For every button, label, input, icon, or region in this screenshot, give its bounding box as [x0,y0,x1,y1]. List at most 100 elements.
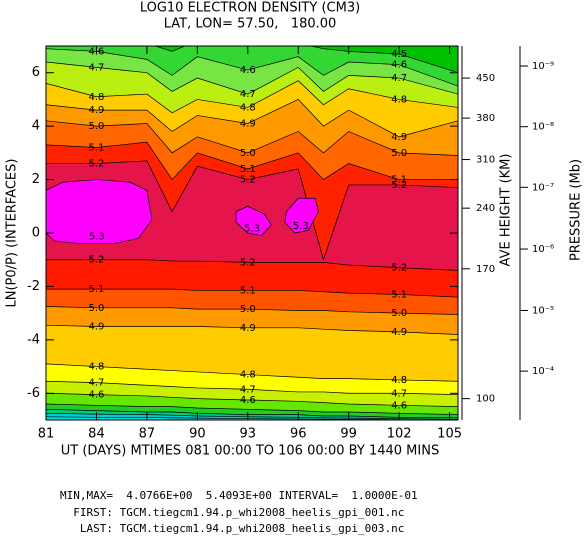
contour-label: 4.9 [240,323,256,334]
y-tick-label: -2 [27,279,40,294]
contour-label: 4.6 [88,390,104,401]
contour-label: 5.3 [89,232,105,243]
pressure-tick-label: 10⁻⁴ [532,366,554,377]
y-tick-label: 6 [32,65,40,80]
contour-label: 5.0 [391,148,407,159]
contour-line [46,259,458,271]
contour-label: 4.8 [240,102,256,113]
chart-subtitle: LAT, LON= 57.50, 180.00 [164,17,337,32]
contour-line [154,46,458,74]
contour-label: 5.0 [391,308,407,319]
contour-label: 4.7 [88,62,104,73]
contour-label: 4.9 [88,105,104,116]
footer-line: MIN,MAX= 4.0766E+00 5.4093E+00 INTERVAL=… [60,489,418,502]
contour-line [46,120,458,156]
y-tick-label: 4 [32,119,40,134]
contour-line [46,99,458,138]
y-tick-label: 2 [32,172,40,187]
contour-label: 5.2 [391,180,407,191]
contour-line [46,324,458,335]
contour-label: 4.5 [391,49,407,60]
contour-label: 4.8 [391,94,407,105]
contour-line [46,392,458,407]
height-tick-label: 310 [476,155,495,166]
contour-label: 5.1 [88,143,104,154]
pressure-tick-label: 10⁻⁹ [532,61,554,72]
y-tick-label: -4 [27,332,40,347]
contour-label: 5.0 [240,304,256,315]
height-tick-label: 240 [476,203,495,214]
contour-line [46,160,458,261]
contour-line [46,288,458,298]
contour-region [235,205,272,237]
contour-label: 5.2 [88,255,104,266]
contour-label: 5.3 [293,221,309,232]
contour-line [46,61,458,95]
contour-label: 4.7 [391,388,407,399]
contour-label: 5.1 [391,175,407,186]
contour-line [46,141,458,181]
height-axis-title: AVE HEIGHT (KM) [499,154,514,267]
height-tick-label: 170 [476,264,495,275]
chart-title: LOG10 ELECTRON DENSITY (CM3) [140,1,360,16]
contour-label: 4.9 [88,322,104,333]
contour-label: 4.8 [88,92,104,103]
pressure-tick-label: 10⁻⁶ [532,244,554,255]
contour-label: 4.7 [391,73,407,84]
x-tick-label: 96 [290,427,307,442]
contour-label: 4.6 [391,60,407,71]
contour-region [46,179,153,245]
contour-label: 5.0 [88,121,104,132]
height-tick-label: 450 [476,73,495,84]
contour-line [46,48,458,87]
contour-label: 4.6 [240,395,256,406]
contour-label: 4.6 [240,65,256,76]
contour-label: 5.1 [88,284,104,295]
contour-line [46,80,458,114]
height-tick-label: 380 [476,113,495,124]
x-tick-label: 90 [189,427,206,442]
y-tick-label: -6 [27,386,40,401]
footer-line: FIRST: TGCM.tiegcm1.94.p_whi2008_heelis_… [60,506,404,519]
contour-label: 4.7 [88,378,104,389]
contour-label: 4.9 [240,118,256,129]
contour-label: 4.7 [240,89,256,100]
x-tick-label: 81 [38,427,55,442]
pressure-axis-title: PRESSURE (Mb) [569,159,584,261]
pressure-tick-label: 10⁻⁵ [532,305,554,316]
x-tick-label: 84 [88,427,105,442]
contour-label: 5.1 [240,285,256,296]
footer-line: LAST: TGCM.tiegcm1.94.p_whi2008_heelis_g… [60,522,404,535]
contour-label: 5.1 [240,164,256,175]
contour-label: 4.6 [391,400,407,411]
contour-line [46,380,458,395]
contour-label: 4.9 [391,132,407,143]
contour-line [46,306,458,315]
contour-label: 5.3 [244,224,260,235]
contour-label: 4.7 [240,384,256,395]
contour-line [46,363,458,382]
contour-region [284,197,319,234]
x-axis-title: UT (DAYS) MTIMES 081 00:00 TO 106 00:00 … [61,444,439,459]
contour-label: 4.8 [240,370,256,381]
pressure-tick-label: 10⁻⁷ [532,182,554,193]
contour-line [46,403,458,416]
height-tick-label: 100 [476,394,495,405]
plot-area: 5.35.3 5.35.25.2 5.25.15.15.15.05.0 5.04.94… [46,46,458,420]
contour-band [46,46,458,73]
contour-label: 5.2 [88,159,104,170]
contour-label: 5.1 [391,289,407,300]
contour-label: 4.9 [391,327,407,338]
x-tick-label: 102 [387,427,412,442]
contour-band [46,46,458,87]
contour-label: 4.8 [391,375,407,386]
pressure-tick-label: 10⁻⁸ [532,122,554,133]
x-tick-label: 105 [437,427,462,442]
x-tick-label: 87 [139,427,156,442]
y-tick-label: 0 [32,226,40,241]
contour-label: 5.2 [240,257,256,268]
contour-label: 5.2 [240,175,256,186]
contour-label: 5.0 [240,148,256,159]
